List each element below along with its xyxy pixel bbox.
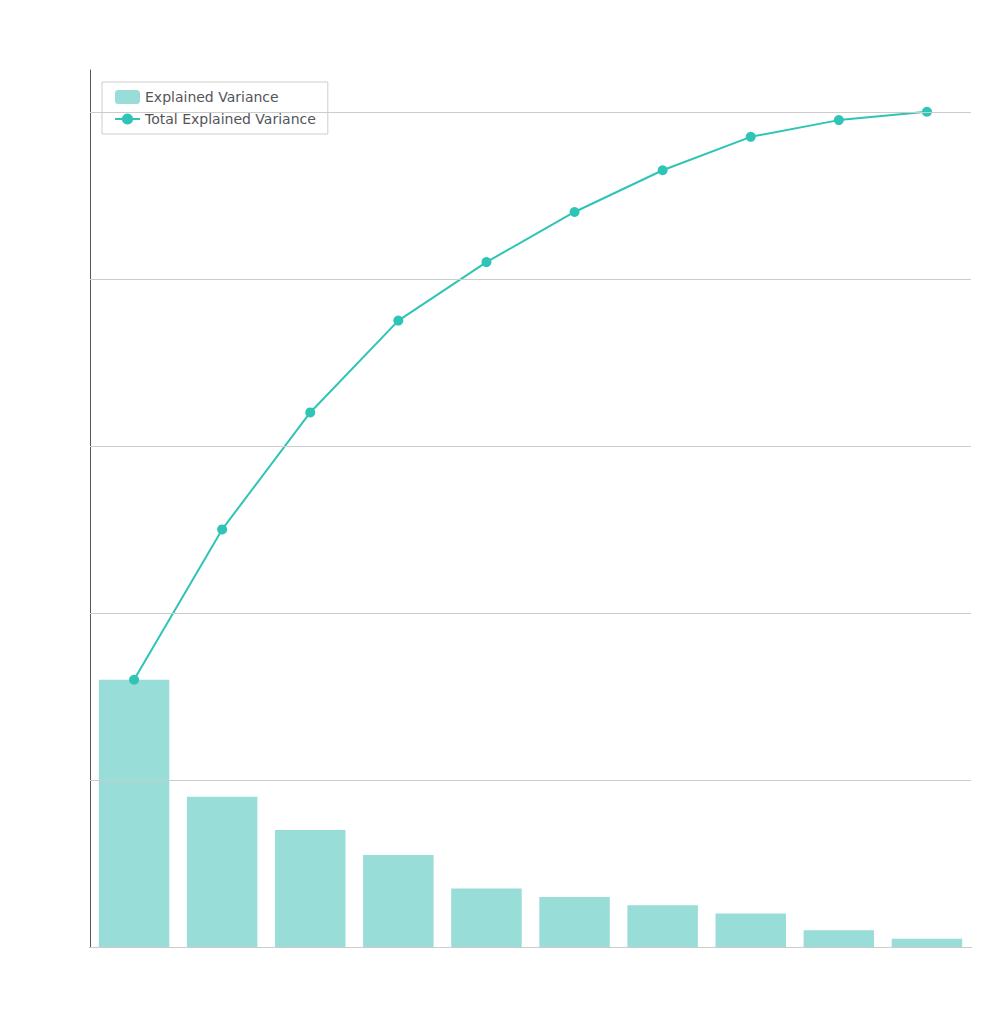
svg-text:Total Explained Variance: Total Explained Variance bbox=[144, 111, 316, 127]
svg-text:Explained Variance: Explained Variance bbox=[145, 89, 279, 105]
